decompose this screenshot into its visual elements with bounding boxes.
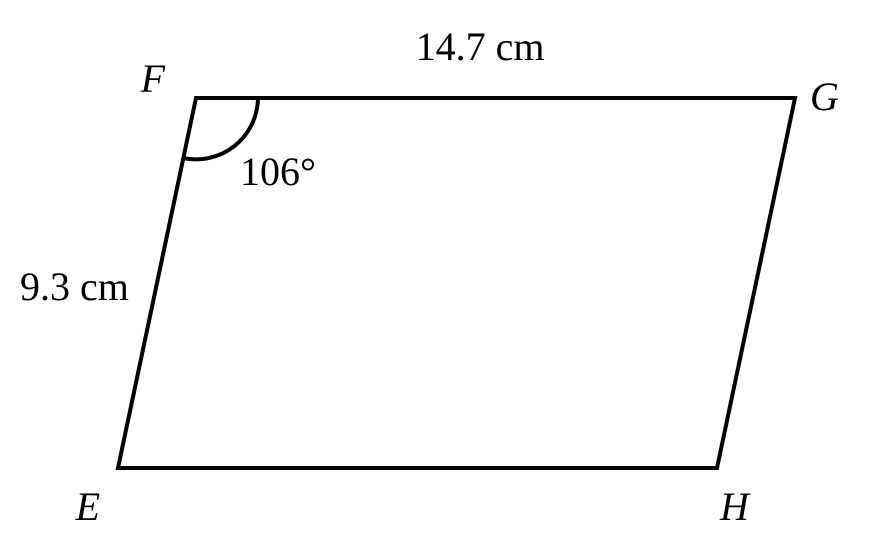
vertex-G-label: G: [810, 74, 839, 119]
parallelogram-diagram: F G H E 14.7 cm 9.3 cm 106°: [20, 24, 839, 529]
vertex-F-label: F: [140, 56, 166, 101]
top-side-measure: 14.7 cm: [416, 24, 545, 69]
angle-measure: 106°: [240, 149, 316, 194]
left-side-measure: 9.3 cm: [20, 264, 129, 309]
vertex-H-label: H: [719, 484, 751, 529]
vertex-E-label: E: [75, 484, 100, 529]
